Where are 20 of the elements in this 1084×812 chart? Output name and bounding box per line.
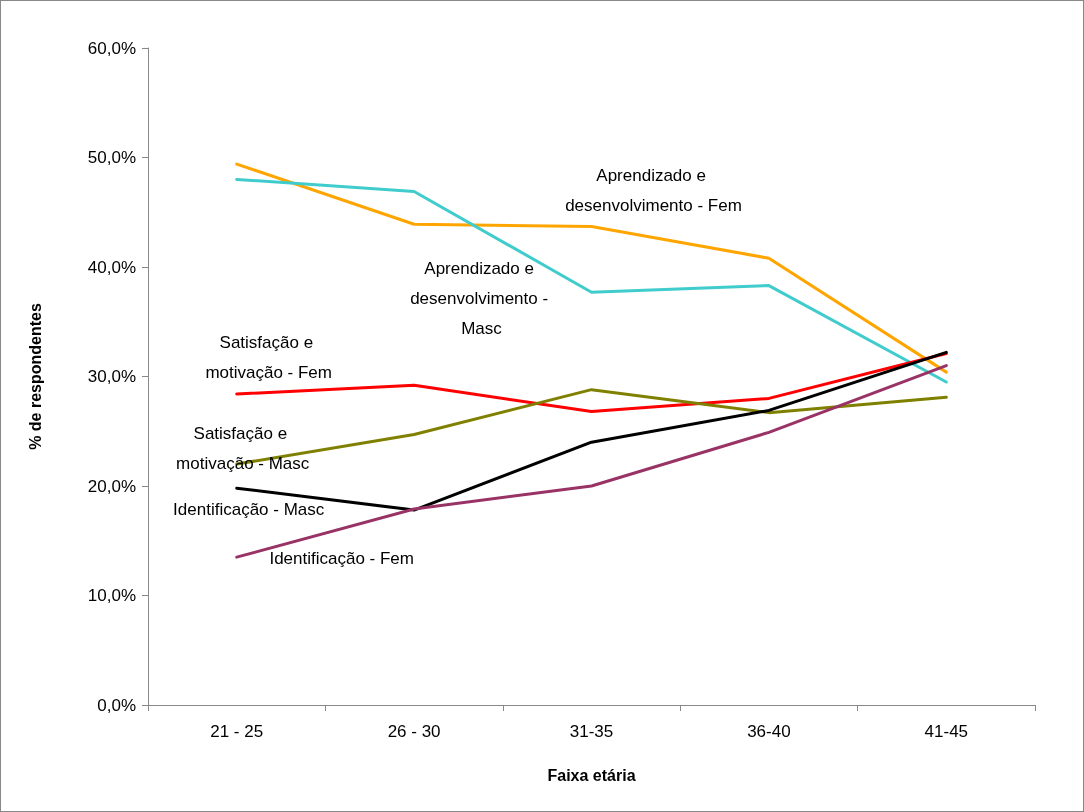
y-tick-label: 10,0% [87, 586, 136, 605]
x-tick-label: 21 - 25 [210, 722, 264, 741]
series-label: Aprendizado e desenvolvimento - Fem [565, 165, 742, 215]
y-tick-label: 50,0% [87, 148, 136, 167]
x-tick-label: 36-40 [747, 722, 791, 741]
y-tick-label: 40,0% [87, 257, 136, 277]
series-label: Satisfação e motivação - Fem [205, 332, 332, 382]
y-tick-label: 30,0% [87, 367, 136, 386]
x-tick-label: 26 - 30 [387, 722, 441, 741]
y-axis-title: % de respondentes [26, 303, 44, 450]
x-tick-label: 41-45 [924, 722, 969, 741]
series-label: Identificação - Masc [173, 499, 325, 519]
x-tick-label: 31-35 [569, 722, 614, 741]
series-label: Aprendizado e desenvolvimento - Masc [410, 258, 553, 338]
series-label: Identificação - Fem [269, 548, 414, 568]
y-tick-label: 0,0% [97, 695, 136, 715]
y-tick-label: 60,0% [87, 38, 136, 58]
x-axis-title: Faixa etária [547, 766, 636, 784]
y-tick-label: 20,0% [87, 476, 136, 496]
series-label: Satisfação e motivação - Masc [176, 423, 310, 473]
